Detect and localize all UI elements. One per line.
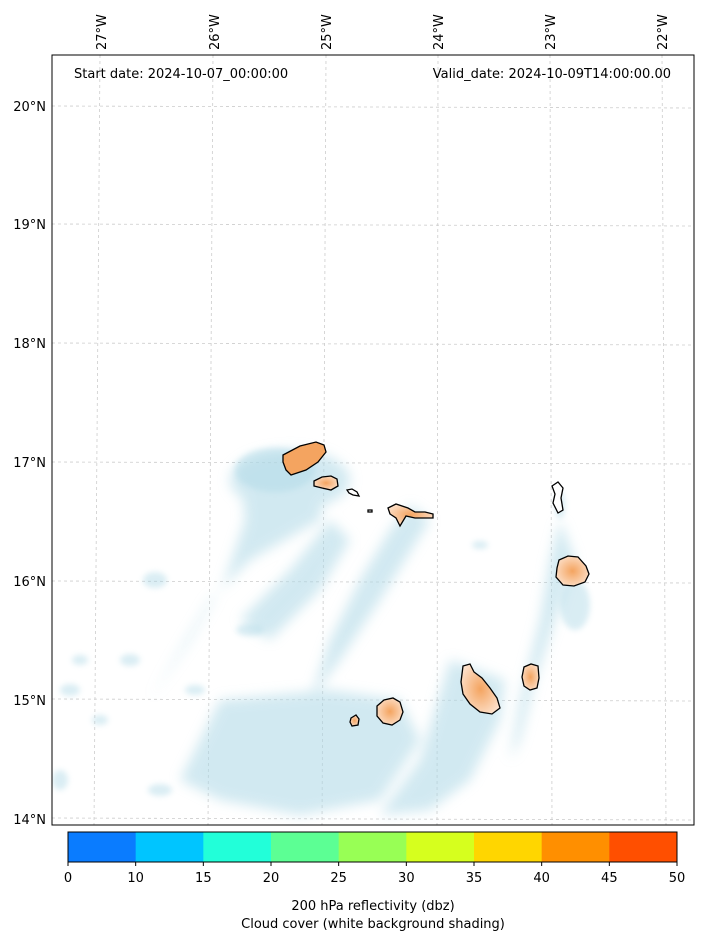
start-date-label: Start date: 2024-10-07_00:00:00	[74, 67, 288, 82]
gridlines	[52, 55, 694, 825]
latitude-labels: 20°N 19°N 18°N 17°N 16°N 15°N 14°N	[13, 100, 46, 828]
colorbar-title: 200 hPa reflectivity (dbz)	[291, 899, 455, 914]
map-border	[51, 54, 695, 826]
valid-date-label: Valid_date: 2024-10-09T14:00:00.00	[433, 67, 671, 82]
colorbar-tick-label: 10	[127, 871, 144, 886]
lon-label: 24°W	[432, 14, 447, 50]
colorbar-segment	[406, 832, 475, 862]
island-islet	[367, 509, 373, 513]
colorbar-tick-label: 50	[669, 871, 686, 886]
lon-label: 26°W	[208, 14, 223, 50]
lat-label: 14°N	[13, 813, 46, 828]
island-santa-luzia	[345, 488, 361, 497]
colorbar-segment	[541, 832, 610, 862]
colorbar-tick-label: 35	[466, 871, 483, 886]
colorbar-segment	[203, 832, 272, 862]
island-sal	[551, 481, 564, 514]
lon-label: 23°W	[544, 14, 559, 50]
colorbar-segment	[338, 832, 407, 862]
colorbar-tick-label: 20	[263, 871, 280, 886]
islands	[282, 441, 590, 727]
colorbar-segment	[135, 832, 204, 862]
colorbar-tick-label: 0	[64, 871, 72, 886]
colorbar-tick-label: 40	[533, 871, 550, 886]
lat-label: 18°N	[13, 337, 46, 352]
lat-label: 16°N	[13, 575, 46, 590]
colorbar-tick-label: 30	[398, 871, 415, 886]
colorbar-tick-label: 25	[330, 871, 347, 886]
colorbar-segment	[271, 832, 340, 862]
lon-label: 25°W	[320, 14, 335, 50]
longitude-labels: 27°W 26°W 25°W 24°W 23°W 22°W	[95, 14, 671, 50]
lat-label: 20°N	[13, 100, 46, 115]
colorbar-tick-label: 15	[195, 871, 212, 886]
colorbar-tick-label: 45	[601, 871, 618, 886]
island-fogo	[376, 697, 404, 726]
colorbar-border	[67, 831, 678, 863]
lat-label: 15°N	[13, 694, 46, 709]
colorbar-segment	[609, 832, 678, 862]
island-boa-vista	[555, 555, 590, 587]
island-sao-nicolau	[387, 503, 434, 528]
lat-label: 17°N	[13, 456, 46, 471]
island-maio	[521, 663, 540, 691]
island-santiago	[460, 663, 501, 715]
lon-label: 27°W	[95, 14, 110, 50]
colorbar: 0 10 15 20 25 30 35 40 45 50	[64, 831, 686, 886]
island-sao-vicente	[313, 475, 339, 491]
colorbar-segment	[68, 832, 137, 862]
colorbar-subtitle: Cloud cover (white background shading)	[241, 917, 505, 932]
island-brava	[349, 714, 360, 727]
lat-label: 19°N	[13, 218, 46, 233]
lon-label: 22°W	[656, 14, 671, 50]
colorbar-segment	[474, 832, 543, 862]
island-santo-antao	[282, 441, 327, 476]
